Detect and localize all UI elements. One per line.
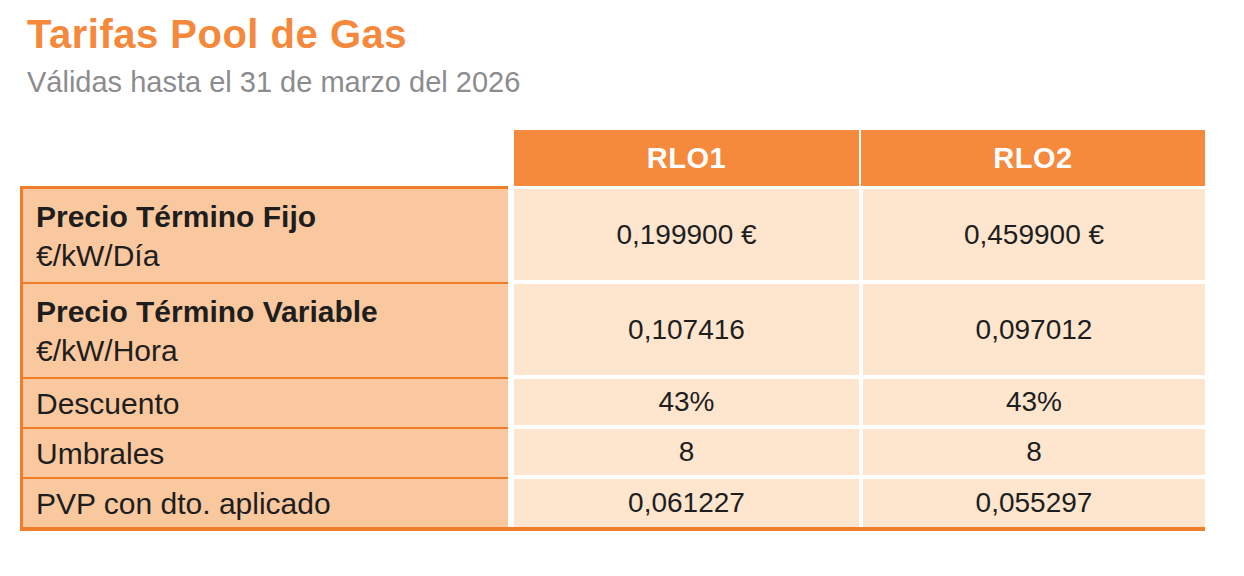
value-rlo1: 43% (508, 379, 861, 429)
value-rlo2: 43% (861, 379, 1205, 429)
row-label-title: Precio Término Variable (36, 292, 508, 331)
table-row-descuento: Descuento 43% 43% (20, 379, 1205, 429)
row-label: PVP con dto. aplicado (20, 479, 508, 527)
row-label: Precio Término Fijo €/kW/Día (20, 186, 508, 284)
table-row-precio-termino-variable: Precio Término Variable €/kW/Hora 0,1074… (20, 284, 1205, 379)
value-rlo1: 0,107416 (508, 284, 861, 379)
page-subtitle: Válidas hasta el 31 de marzo del 2026 (27, 66, 520, 99)
row-label: Umbrales (20, 429, 508, 479)
row-label-unit: €/kW/Hora (36, 331, 508, 370)
table-row-precio-termino-fijo: Precio Término Fijo €/kW/Día 0,199900 € … (20, 186, 1205, 284)
tariff-table: RLO1 RLO2 Precio Término Fijo €/kW/Día 0… (20, 130, 1205, 531)
row-label: Precio Término Variable €/kW/Hora (20, 284, 508, 379)
page: Tarifas Pool de Gas Válidas hasta el 31 … (0, 0, 1244, 576)
table-row-umbrales: Umbrales 8 8 (20, 429, 1205, 479)
value-rlo1: 8 (508, 429, 861, 479)
value-rlo1: 0,199900 € (508, 186, 861, 284)
value-rlo2: 8 (861, 429, 1205, 479)
row-label-text: Umbrales (36, 434, 508, 473)
row-label-text: PVP con dto. aplicado (36, 484, 508, 523)
header-spacer (20, 130, 514, 186)
row-label-title: Precio Término Fijo (36, 197, 508, 236)
value-rlo2: 0,459900 € (861, 186, 1205, 284)
row-label-unit: €/kW/Día (36, 236, 508, 275)
column-header-rlo1: RLO1 (514, 130, 861, 186)
page-title: Tarifas Pool de Gas (27, 12, 407, 57)
row-label-text: Descuento (36, 384, 508, 423)
value-rlo2: 0,097012 (861, 284, 1205, 379)
table-header-row: RLO1 RLO2 (20, 130, 1205, 186)
value-rlo1: 0,061227 (508, 479, 861, 527)
value-rlo2: 0,055297 (861, 479, 1205, 527)
row-label: Descuento (20, 379, 508, 429)
table-bottom-border (20, 527, 1205, 531)
column-header-rlo2: RLO2 (861, 130, 1205, 186)
table-row-pvp-con-descuento: PVP con dto. aplicado 0,061227 0,055297 (20, 479, 1205, 527)
